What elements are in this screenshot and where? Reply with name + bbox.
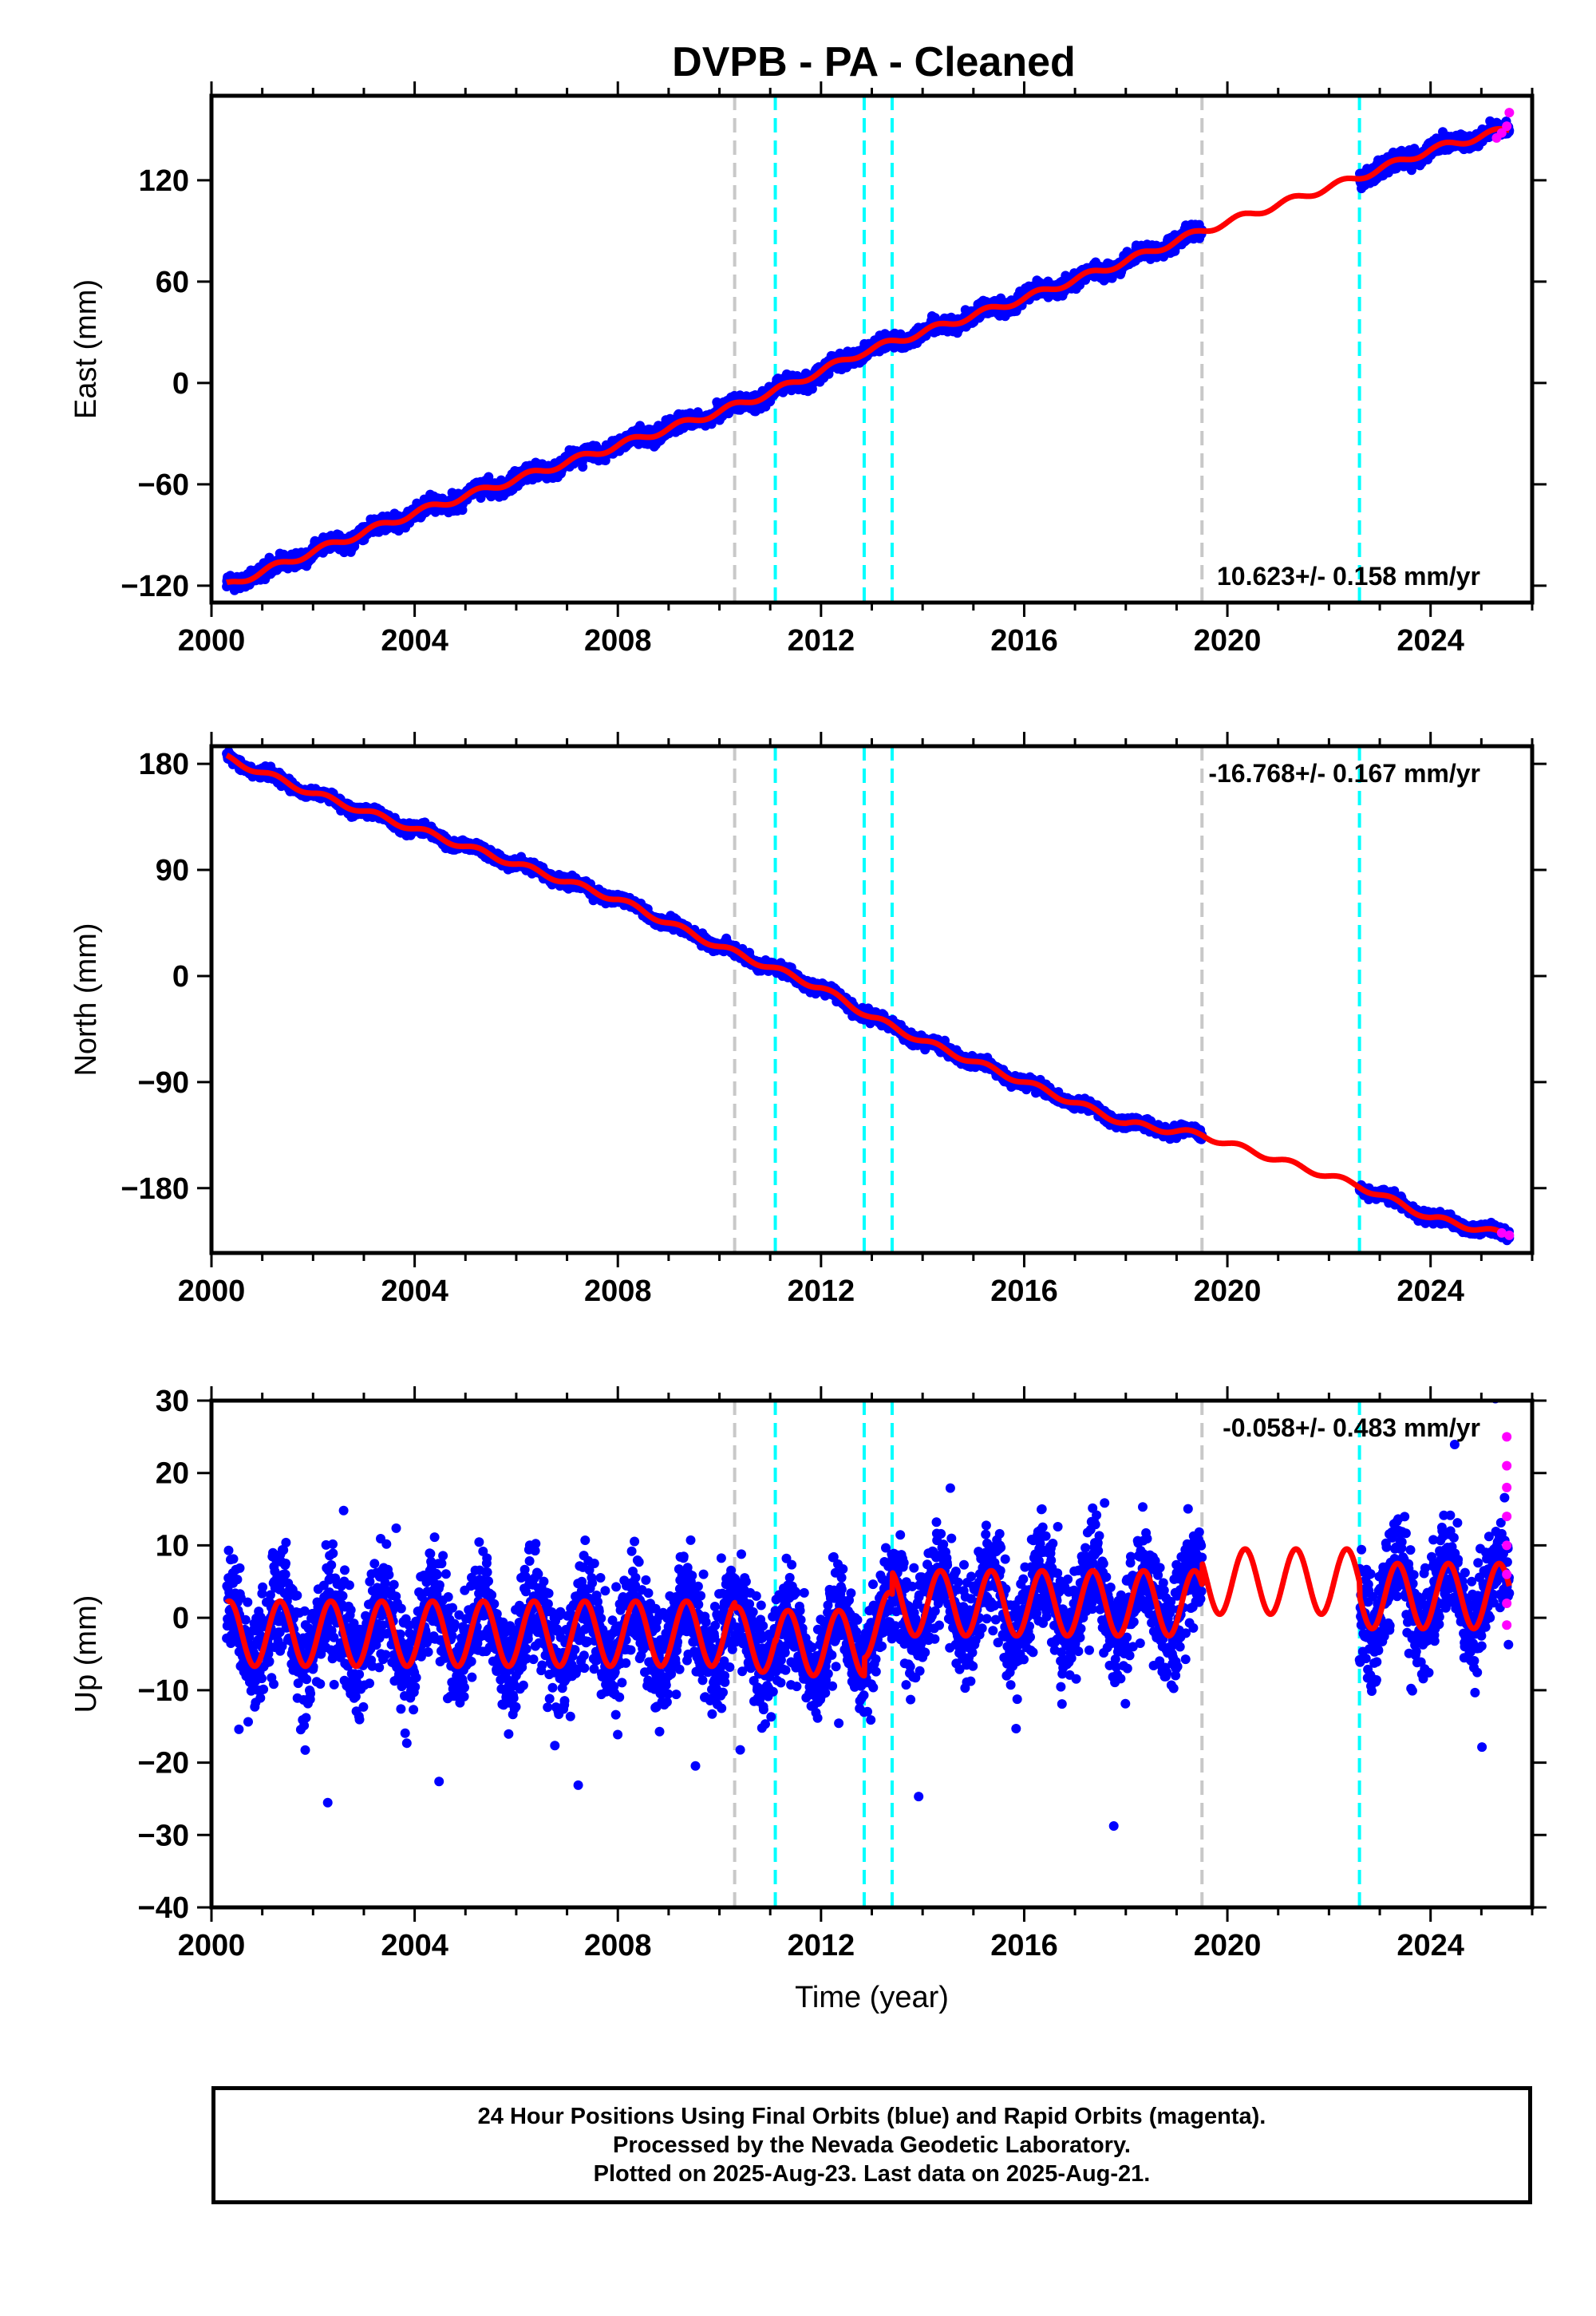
final-orbit-points [222,116,1515,595]
rapid-orbit-point [1504,108,1515,118]
chart-title: DVPB - PA - Cleaned [672,39,1076,85]
y-tick-label: −120 [120,570,189,603]
x-tick-label: 2008 [584,624,652,658]
y-tick-label: 0 [172,367,189,401]
plot-area [222,108,1515,595]
y-tick-label: 120 [139,164,189,198]
rapid-orbit-point [1502,121,1512,132]
panel-east: 2000 2004 2008 2012 2016 2020 2024 −120 −60 0 60 12… [69,81,1547,658]
final-orbit-points [222,746,1515,1246]
x-tick-label: 2024 [1396,624,1464,658]
x-tick-label: 2012 [788,624,855,658]
panel-north: 2000 2004 2008 2012 2016 2020 2024−180−9009018… [69,732,1547,1308]
plot-area [222,746,1515,1246]
x-tick-label: 2016 [990,624,1058,658]
y-axis-label: East (mm) [69,279,103,419]
velocity-label: 10.623+/- 0.158 mm/yr [1217,562,1480,591]
x-tick-label: 2020 [1194,624,1262,658]
final-orbit-point [578,462,588,472]
y-tick-label: 60 [156,266,189,299]
y-tick-label: −60 [138,468,189,502]
x-tick-label: 2004 [381,624,448,658]
x-tick-label: 2000 [178,624,246,658]
